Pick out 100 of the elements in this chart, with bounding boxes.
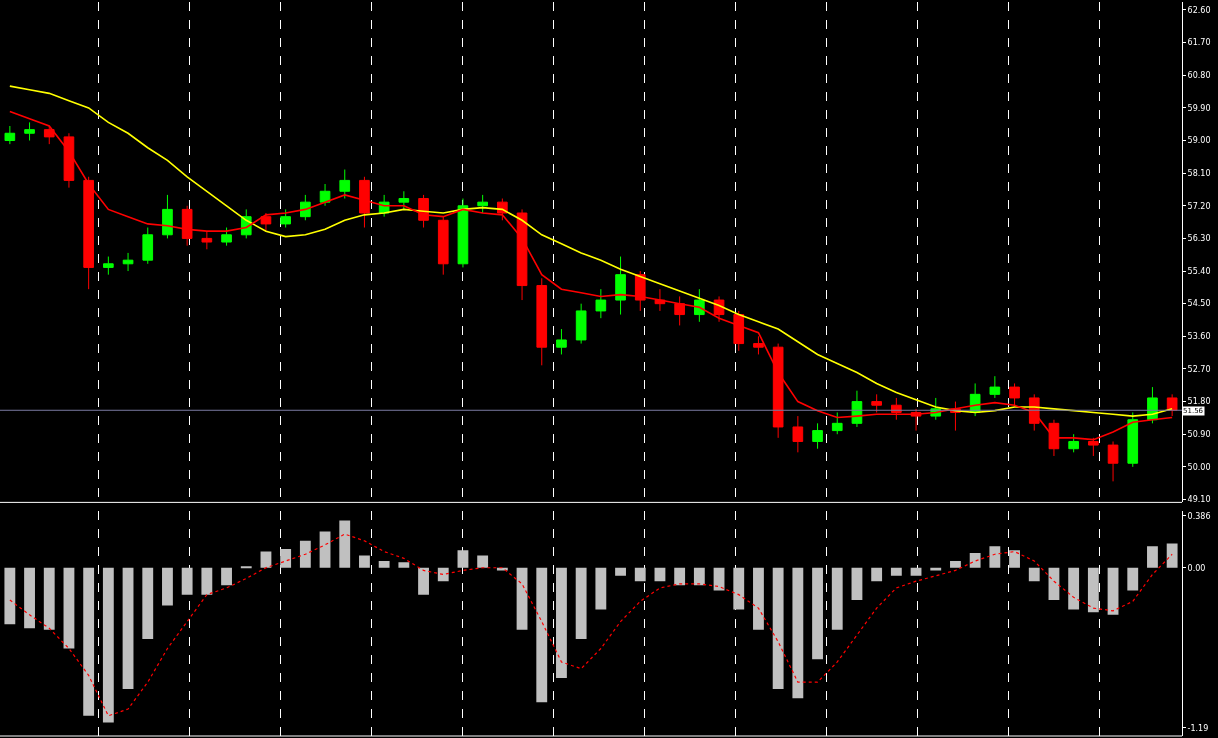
bar	[221, 567, 232, 586]
candlestick	[595, 288, 607, 319]
bar	[890, 567, 902, 576]
candlestick	[694, 288, 705, 323]
bar	[792, 567, 804, 699]
bar	[950, 561, 961, 568]
bar	[851, 567, 863, 601]
bar	[359, 555, 370, 568]
bar	[1028, 567, 1040, 582]
bar	[989, 546, 1001, 568]
candlestick	[615, 256, 626, 316]
y-tick-label: 0.00	[1187, 563, 1206, 573]
bar	[1068, 567, 1080, 610]
candlestick	[989, 375, 1001, 399]
candlestick	[1166, 393, 1178, 417]
candlestick	[634, 270, 646, 312]
bar	[83, 567, 95, 716]
candlestick	[713, 295, 725, 323]
candlestick	[181, 205, 193, 247]
bar	[1166, 543, 1178, 568]
y-tick-label: 57.20	[1187, 201, 1211, 211]
bar	[418, 567, 429, 595]
y-tick-label: 0.386	[1187, 511, 1211, 521]
candlestick	[142, 227, 154, 265]
candlestick	[201, 230, 213, 250]
bar	[1087, 567, 1099, 613]
candlestick	[654, 288, 666, 312]
bar	[713, 567, 725, 591]
candlestick	[83, 176, 94, 290]
y-tick-label: 51.80	[1187, 397, 1211, 407]
bar	[536, 567, 548, 703]
candlestick	[477, 194, 488, 214]
bar	[280, 548, 292, 568]
candlestick	[812, 422, 823, 450]
y-tick-label: 50.00	[1187, 462, 1211, 472]
candlestick	[437, 216, 449, 276]
bar	[102, 567, 114, 723]
bar	[319, 531, 331, 568]
y-tick-label: 56.30	[1187, 234, 1211, 244]
bar	[674, 567, 686, 586]
bar	[733, 567, 745, 610]
bar	[556, 567, 567, 679]
bar	[1107, 567, 1119, 615]
bar	[812, 567, 823, 660]
bar	[1127, 567, 1139, 591]
candlestick	[733, 310, 745, 352]
y-tick-label: 58.10	[1187, 168, 1211, 178]
candlestick	[24, 121, 35, 142]
bar	[398, 562, 410, 568]
candlestick	[359, 176, 370, 229]
bar	[162, 567, 173, 606]
y-tick-label: 60.80	[1187, 71, 1211, 81]
candlestick	[43, 125, 55, 145]
bar	[477, 555, 489, 568]
candlestick	[1068, 433, 1079, 453]
candlestick	[398, 190, 410, 210]
bar	[4, 567, 16, 625]
bar	[240, 566, 252, 569]
bar	[575, 567, 587, 640]
bar	[299, 540, 311, 568]
y-tick-label: 59.90	[1187, 103, 1211, 113]
bar	[24, 567, 35, 629]
candlestick	[556, 328, 567, 355]
bar	[831, 567, 843, 630]
bar	[969, 552, 981, 568]
bar	[378, 561, 390, 568]
candlestick	[753, 335, 764, 355]
bar	[43, 567, 55, 630]
candlestick	[103, 256, 114, 276]
bar	[122, 567, 134, 689]
candlestick	[831, 411, 843, 435]
candlestick	[516, 208, 528, 301]
y-tick-label: 54.50	[1187, 299, 1211, 309]
candlestick	[792, 415, 804, 453]
bar	[753, 567, 764, 630]
bar	[437, 567, 449, 582]
candlestick	[1107, 440, 1119, 482]
candlestick	[674, 295, 685, 326]
candlestick	[221, 227, 232, 247]
candlestick	[339, 169, 351, 200]
candlestick	[319, 183, 331, 207]
bar	[457, 550, 469, 568]
bar	[516, 567, 528, 630]
bar	[63, 567, 75, 649]
bar	[615, 567, 626, 576]
bar	[910, 567, 922, 576]
candlestick	[260, 212, 272, 232]
y-tick-label: 61.70	[1187, 38, 1211, 48]
candlestick	[536, 277, 548, 366]
bar	[634, 567, 646, 582]
bar	[181, 567, 193, 595]
y-tick-label: 50.90	[1187, 430, 1211, 440]
y-tick-label: 59.00	[1187, 136, 1211, 146]
candlestick	[122, 252, 134, 272]
y-tick-label: -1.19	[1187, 723, 1209, 733]
candlestick	[1009, 382, 1020, 406]
bar	[772, 567, 784, 689]
line-series	[9, 533, 1173, 717]
candlestick	[457, 198, 469, 268]
candlestick	[1127, 411, 1139, 468]
